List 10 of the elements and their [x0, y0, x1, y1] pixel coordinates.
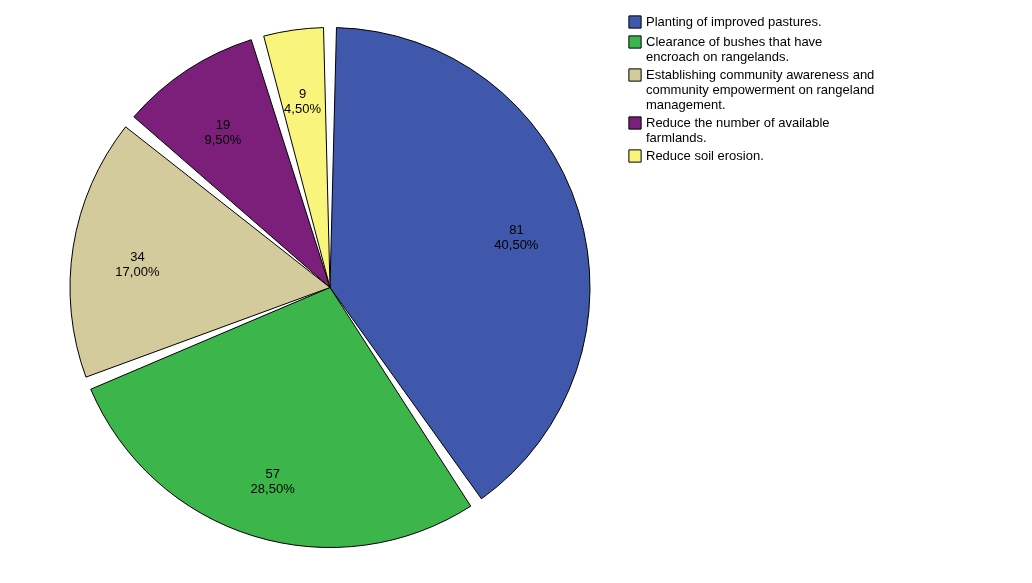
- data-label: 57 28,50%: [250, 465, 296, 496]
- data-label: 81 40,50%: [494, 222, 539, 253]
- legend-label: Clearance of bushes that have encroach on rangelands.: [646, 34, 823, 64]
- data-label: 9 4,50%: [284, 86, 322, 117]
- legend-label: Reduce soil erosion.: [646, 148, 764, 163]
- legend-label: Establishing community awareness and community empowerment on rangeland management.: [646, 67, 875, 112]
- data-label: 34 17,00%: [115, 249, 160, 279]
- legend-label: Planting of improved pastures.: [646, 14, 822, 29]
- data-label: 19 9,50%: [204, 116, 242, 147]
- legend-label: Reduce the number of available farmlands.: [646, 115, 830, 145]
